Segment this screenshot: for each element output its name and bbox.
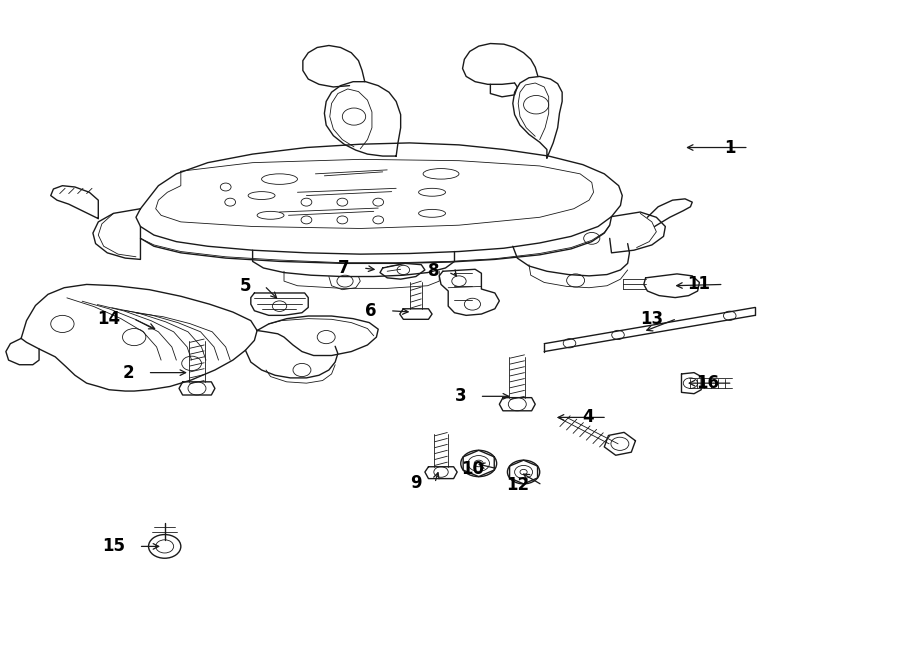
Text: 3: 3 <box>454 387 466 405</box>
Text: 8: 8 <box>428 262 439 280</box>
Text: 9: 9 <box>410 474 421 492</box>
Text: 11: 11 <box>688 276 710 293</box>
Text: 4: 4 <box>582 408 594 426</box>
Text: 12: 12 <box>506 476 529 494</box>
Text: 10: 10 <box>461 460 484 478</box>
Text: 16: 16 <box>697 374 719 392</box>
Text: 14: 14 <box>96 309 120 328</box>
Text: 5: 5 <box>239 277 251 295</box>
Text: 13: 13 <box>641 309 663 328</box>
Text: 15: 15 <box>103 537 125 555</box>
Text: 7: 7 <box>338 259 349 277</box>
Text: 6: 6 <box>364 302 376 320</box>
Text: 1: 1 <box>724 139 735 157</box>
Text: 2: 2 <box>122 364 134 381</box>
